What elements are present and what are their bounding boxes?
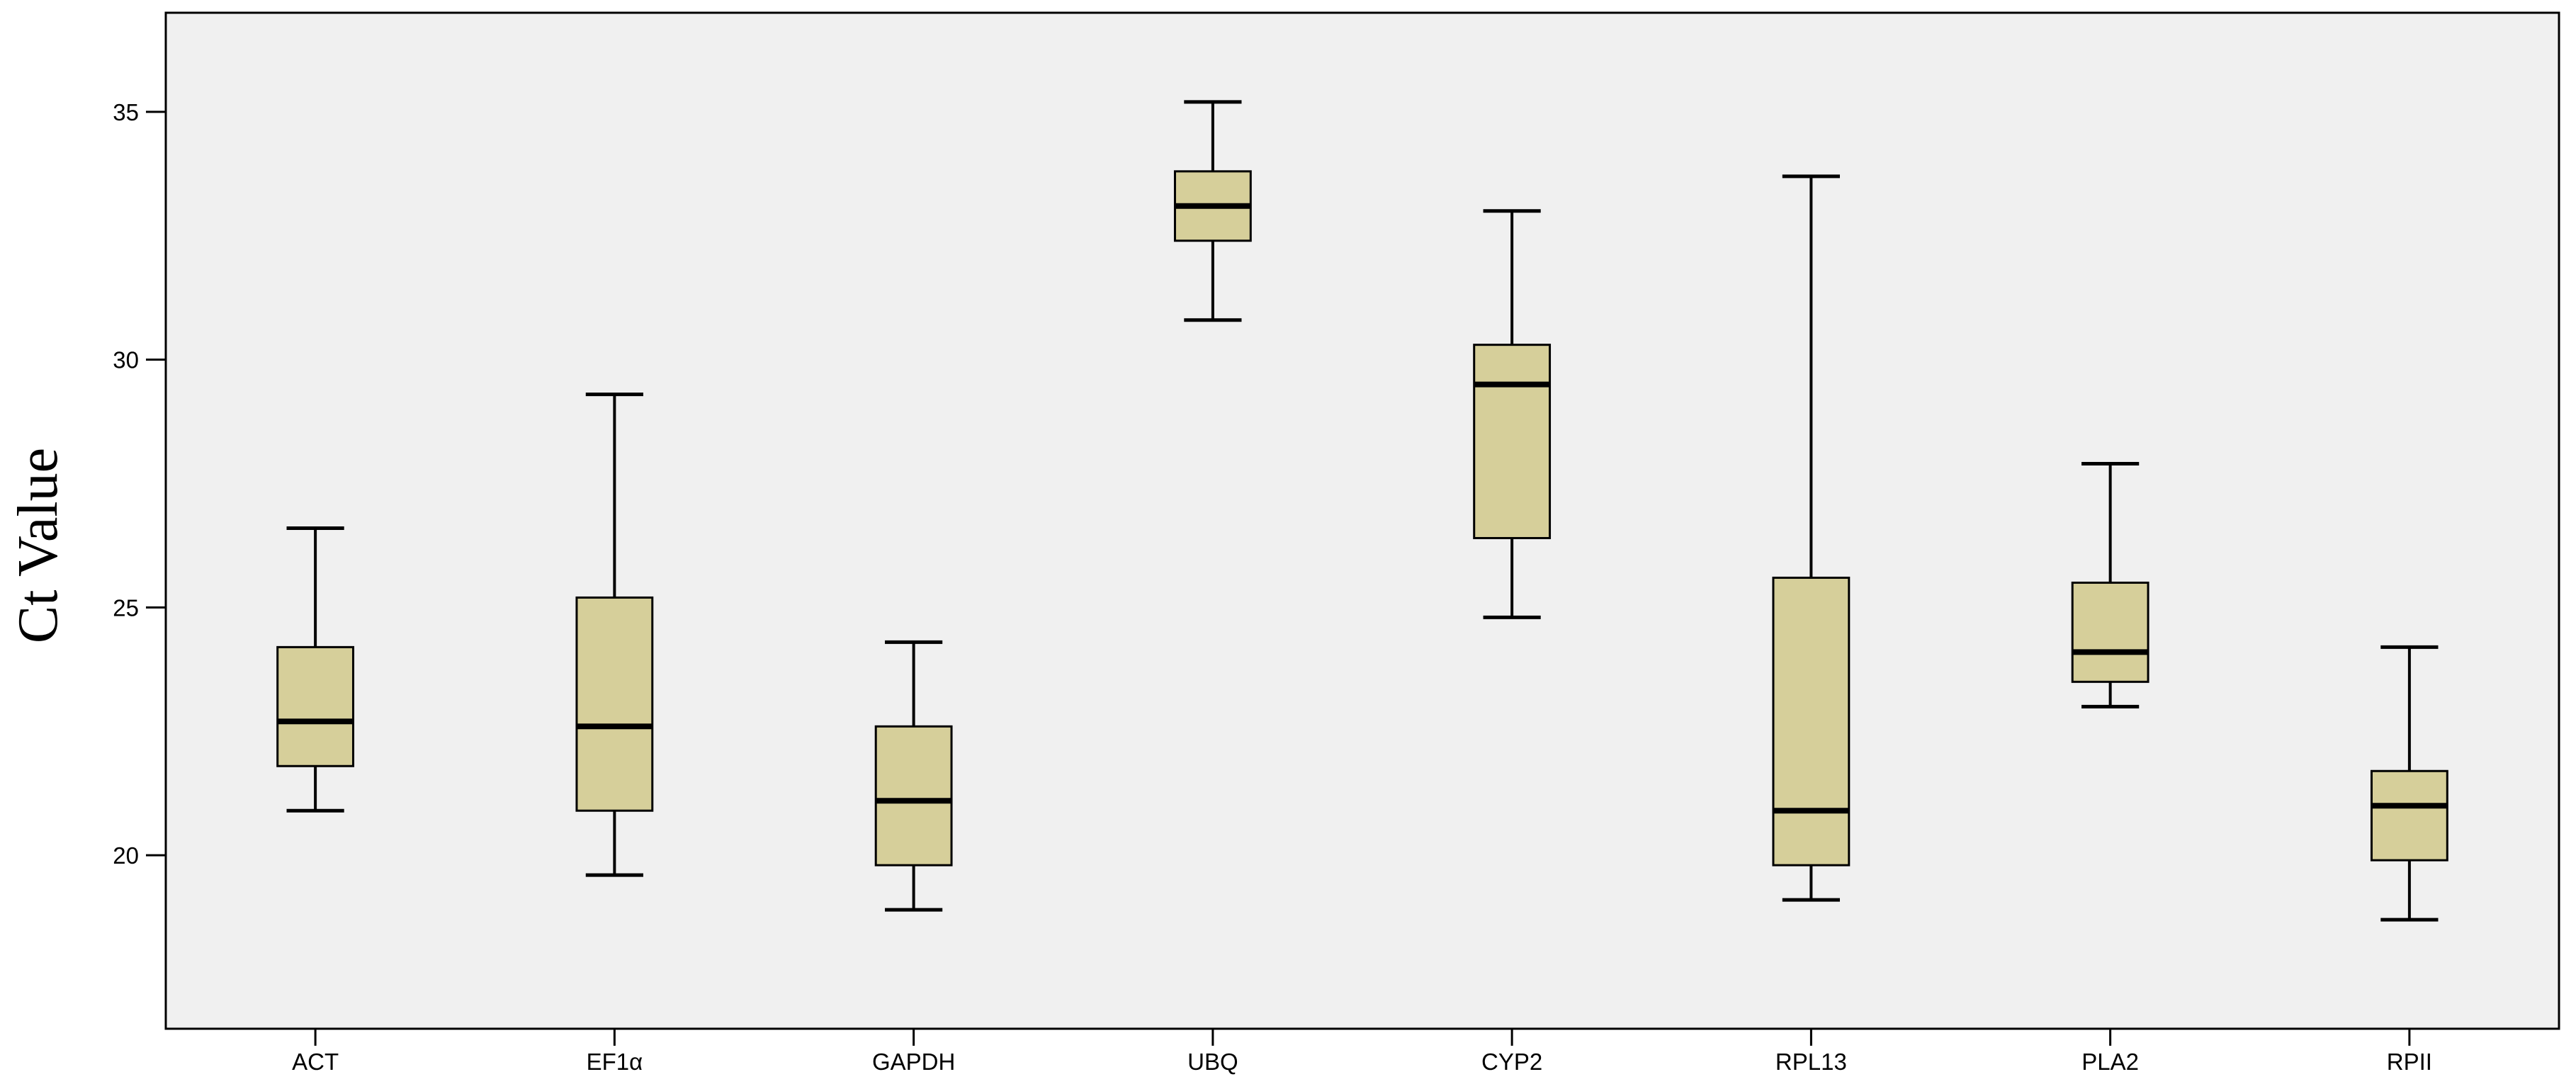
x-tick-label: GAPDH: [872, 1049, 955, 1075]
y-tick-label: 20: [113, 842, 139, 869]
box-4: [1173, 100, 1252, 322]
y-axis-label: Ct Value: [7, 448, 69, 643]
iqr-box: [2071, 581, 2150, 683]
box-6: [1772, 174, 1851, 902]
x-tick-label: CYP2: [1481, 1049, 1542, 1075]
x-tick-label: RPL13: [1775, 1049, 1847, 1075]
iqr-box: [1473, 344, 1552, 539]
y-tick-label: 25: [113, 594, 139, 621]
x-tick-label: PLA2: [2081, 1049, 2139, 1075]
box-5: [1473, 209, 1552, 619]
box-8: [2370, 645, 2448, 922]
box-2: [575, 393, 654, 877]
box-1: [276, 526, 355, 813]
iqr-box: [874, 725, 953, 866]
plot-area: [164, 11, 2560, 1030]
box-3: [874, 640, 953, 912]
x-axis: ACT EF1α GAPDH UBQ CYP2 RPL13 PLA2 RPII: [292, 1029, 2432, 1075]
x-tick-label: UBQ: [1187, 1049, 1238, 1075]
x-tick-label: ACT: [292, 1049, 339, 1075]
y-tick-label: 35: [113, 99, 139, 125]
box-7: [2071, 462, 2150, 708]
y-axis: 20 25 30 35: [113, 99, 166, 869]
boxes: [276, 100, 2448, 922]
x-tick-label: RPII: [2387, 1049, 2432, 1075]
x-tick-label: EF1α: [587, 1049, 643, 1075]
iqr-box: [575, 596, 654, 812]
iqr-box: [1772, 576, 1851, 866]
y-tick-label: 30: [113, 347, 139, 373]
iqr-box: [276, 645, 355, 767]
iqr-box: [2370, 769, 2448, 862]
